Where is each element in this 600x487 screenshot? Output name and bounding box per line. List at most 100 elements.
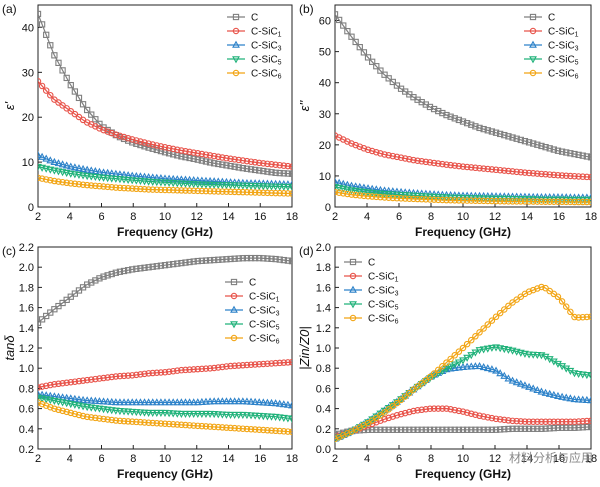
data-point [75,94,83,102]
data-point [263,398,272,406]
data-point [38,390,47,398]
y-tick-label: 40 [22,22,34,34]
data-point [562,418,570,425]
legend-marker [529,13,537,21]
data-point [198,157,206,164]
data-point [202,151,210,158]
data-point [251,254,259,262]
data-point [42,154,51,162]
data-point [194,156,201,163]
data-point [133,418,140,426]
data-point [443,359,450,366]
data-point [434,196,442,204]
data-point [344,28,351,35]
data-point [169,145,177,153]
x-tick-label: 14 [521,211,533,223]
data-point [38,174,42,182]
x-tick-label: 2 [332,453,338,465]
data-point [174,187,181,194]
data-point [149,419,156,427]
data-point [251,361,259,368]
data-point [579,198,586,206]
y-tick-label: 0.8 [19,383,34,395]
data-point [533,385,542,394]
data-point [169,180,178,188]
data-point [530,425,537,432]
data-point [422,376,430,384]
data-point [156,409,165,417]
data-point [501,167,508,174]
legend-marker [232,69,240,77]
data-point [335,184,344,192]
series-c [38,254,292,326]
data-point [255,398,264,406]
data-point [484,321,492,328]
data-point [496,166,504,174]
data-point [71,378,79,385]
data-point [152,179,161,187]
data-point [280,428,288,435]
data-point [107,175,116,183]
data-point [517,168,525,176]
data-point [129,266,136,273]
data-point [83,413,91,421]
data-point [181,398,190,406]
data-point [414,407,421,414]
data-point [288,257,292,265]
data-point [165,368,173,375]
legend-entry: C-SiC1 [548,27,579,39]
data-point [463,426,471,433]
data-point [38,82,46,90]
data-point [157,420,165,427]
data-point [185,410,194,418]
data-point [79,181,87,188]
data-point [202,365,210,372]
data-point [141,370,148,378]
data-point [83,404,92,412]
data-point [480,325,487,332]
panel-label: (d) [299,244,314,258]
data-point [42,396,51,404]
legend-marker [232,40,240,48]
data-point [418,426,425,433]
data-point [100,183,107,190]
data-point [283,415,292,423]
data-point [173,180,182,188]
data-point [198,150,206,158]
data-point [169,174,178,182]
x-tick-label: 2 [332,211,338,223]
x-tick-label: 8 [428,453,434,465]
data-point [439,109,446,117]
data-point [189,410,198,418]
data-point [546,198,553,205]
data-point [87,404,96,412]
data-point [352,141,359,149]
data-point [492,344,500,352]
data-point [239,188,247,196]
data-point [430,370,438,377]
data-point [414,195,421,203]
data-point [251,159,259,166]
data-point [161,174,169,182]
x-tick-label: 4 [67,453,73,465]
panel-label: (a) [2,2,17,16]
data-point [455,162,463,170]
data-point [364,189,372,197]
data-point [66,400,75,409]
legend-marker [232,56,240,64]
data-point [542,425,549,432]
data-point [459,344,467,352]
data-point [393,191,401,199]
data-point [280,170,287,177]
legend-entry: C-SiC5 [548,55,579,67]
data-point [492,426,500,433]
y-tick-label: 30 [22,67,34,79]
data-point [505,167,512,175]
data-point [100,415,107,423]
data-point [352,191,359,199]
data-point [385,426,392,433]
data-point [223,154,230,162]
data-point [47,177,54,184]
data-point [517,418,525,425]
data-point [174,260,181,267]
